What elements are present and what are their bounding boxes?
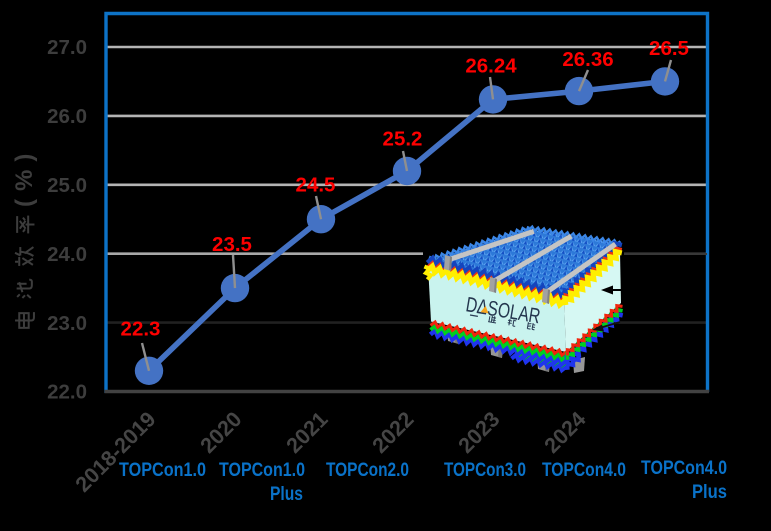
svg-text:27.0: 27.0: [47, 36, 87, 59]
svg-text:TOPCon1.0: TOPCon1.0: [219, 460, 305, 481]
svg-text:2020: 2020: [196, 407, 247, 458]
svg-text:24.5: 24.5: [296, 174, 336, 197]
svg-text:26.0: 26.0: [47, 105, 87, 128]
svg-text:26.24: 26.24: [465, 55, 517, 78]
svg-text:25.2: 25.2: [383, 128, 423, 151]
svg-text:2024: 2024: [540, 407, 591, 458]
svg-text:2021: 2021: [282, 407, 333, 458]
svg-text:Plus: Plus: [692, 482, 727, 503]
svg-text:24.0: 24.0: [47, 243, 87, 266]
svg-text:TOPCon4.0: TOPCon4.0: [542, 460, 626, 481]
svg-text:22.0: 22.0: [47, 381, 87, 404]
svg-text:TOPCon4.0: TOPCon4.0: [641, 458, 727, 479]
svg-text:2022: 2022: [368, 407, 419, 458]
svg-text:2018-2019: 2018-2019: [71, 407, 161, 497]
svg-text:TOPCon1.0: TOPCon1.0: [119, 460, 206, 481]
svg-text:TOPCon3.0: TOPCon3.0: [444, 460, 526, 481]
svg-text:2023: 2023: [454, 407, 505, 458]
svg-text:23.0: 23.0: [47, 312, 87, 335]
svg-text:25.0: 25.0: [47, 174, 87, 197]
svg-text:26.5: 26.5: [649, 37, 689, 60]
svg-text:TOPCon2.0: TOPCon2.0: [326, 460, 409, 481]
svg-text:22.3: 22.3: [121, 318, 161, 341]
svg-text:26.36: 26.36: [562, 48, 613, 71]
svg-text:Plus: Plus: [270, 484, 303, 505]
svg-text:23.5: 23.5: [212, 233, 252, 256]
svg-text:(%): (%): [11, 146, 38, 207]
